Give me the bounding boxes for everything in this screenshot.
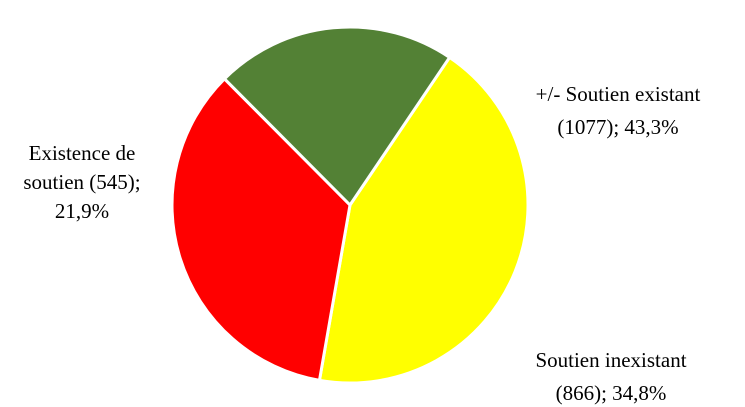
- pie-slice-soutien-inexistant: [170, 77, 352, 382]
- data-label-1-line-1: +/- Soutien existant: [536, 82, 701, 106]
- data-label-2-line-1: Soutien inexistant: [535, 348, 686, 372]
- pie-slice-existence-de-soutien: [222, 25, 452, 207]
- pie-slice-soutien-existant: [317, 55, 530, 385]
- data-label-3-line-2: soutien (545);: [23, 170, 140, 194]
- data-label-3-line-1: Existence de: [29, 141, 136, 165]
- pie-slices: [170, 25, 530, 385]
- data-label-3: Existence de soutien (545); 21,9%: [23, 141, 140, 223]
- data-label-2-line-2: (866); 34,8%: [556, 381, 667, 405]
- data-label-1: +/- Soutien existant (1077); 43,3%: [536, 82, 701, 139]
- data-label-3-line-3: 21,9%: [55, 199, 109, 223]
- data-label-2: Soutien inexistant (866); 34,8%: [535, 348, 686, 405]
- data-label-1-line-2: (1077); 43,3%: [557, 115, 678, 139]
- pie-labels: +/- Soutien existant (1077); 43,3% Soutien…: [23, 82, 700, 405]
